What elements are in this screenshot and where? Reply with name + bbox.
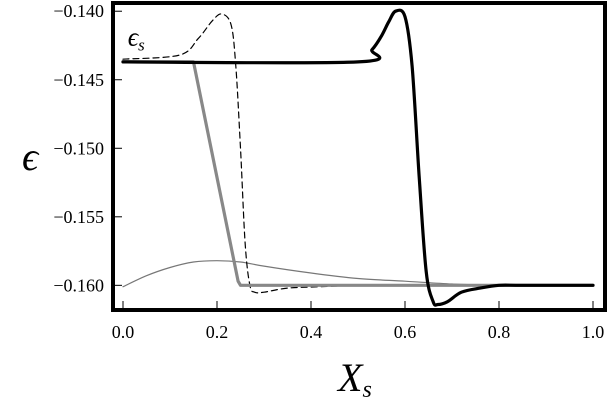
x-axis-label-main: X <box>336 355 364 400</box>
y-axis-label: ϵ <box>22 134 40 179</box>
y-tick-label: −0.145 <box>53 70 104 90</box>
y-tick-label: −0.160 <box>53 275 104 295</box>
series-line-thick-gray <box>121 60 595 287</box>
series-line-thick-black <box>121 8 595 307</box>
x-axis-label-sub: s <box>362 377 371 402</box>
y-tick-label: −0.155 <box>53 207 104 227</box>
y-tick-label: −0.140 <box>53 1 104 21</box>
ticks-layer: 0.0 0.2 0.4 0.6 0.8 1.0 −0.140 −0.145 −0.150 −0.1… <box>53 1 604 342</box>
x-tick-label: 0.4 <box>300 322 323 342</box>
curve-annotation-label: ϵs <box>128 22 145 54</box>
plot-frame <box>111 1 607 312</box>
x-axis-label: Xs <box>336 355 372 402</box>
curve-annotation-sub: s <box>138 35 145 54</box>
curve-annotation-main: ϵ <box>128 22 140 51</box>
x-tick-label: 1.0 <box>582 322 605 342</box>
series-line-thin-dashed <box>122 13 594 294</box>
annotation-layer: ϵs <box>128 22 145 54</box>
y-tick-label: −0.150 <box>53 138 104 158</box>
x-tick-label: 0.0 <box>112 322 135 342</box>
x-tick-label: 0.6 <box>394 322 417 342</box>
x-tick-label: 0.2 <box>206 322 229 342</box>
x-tick-label: 0.8 <box>488 322 511 342</box>
series-line-thin-gray <box>122 260 594 288</box>
series-layer <box>121 8 595 307</box>
